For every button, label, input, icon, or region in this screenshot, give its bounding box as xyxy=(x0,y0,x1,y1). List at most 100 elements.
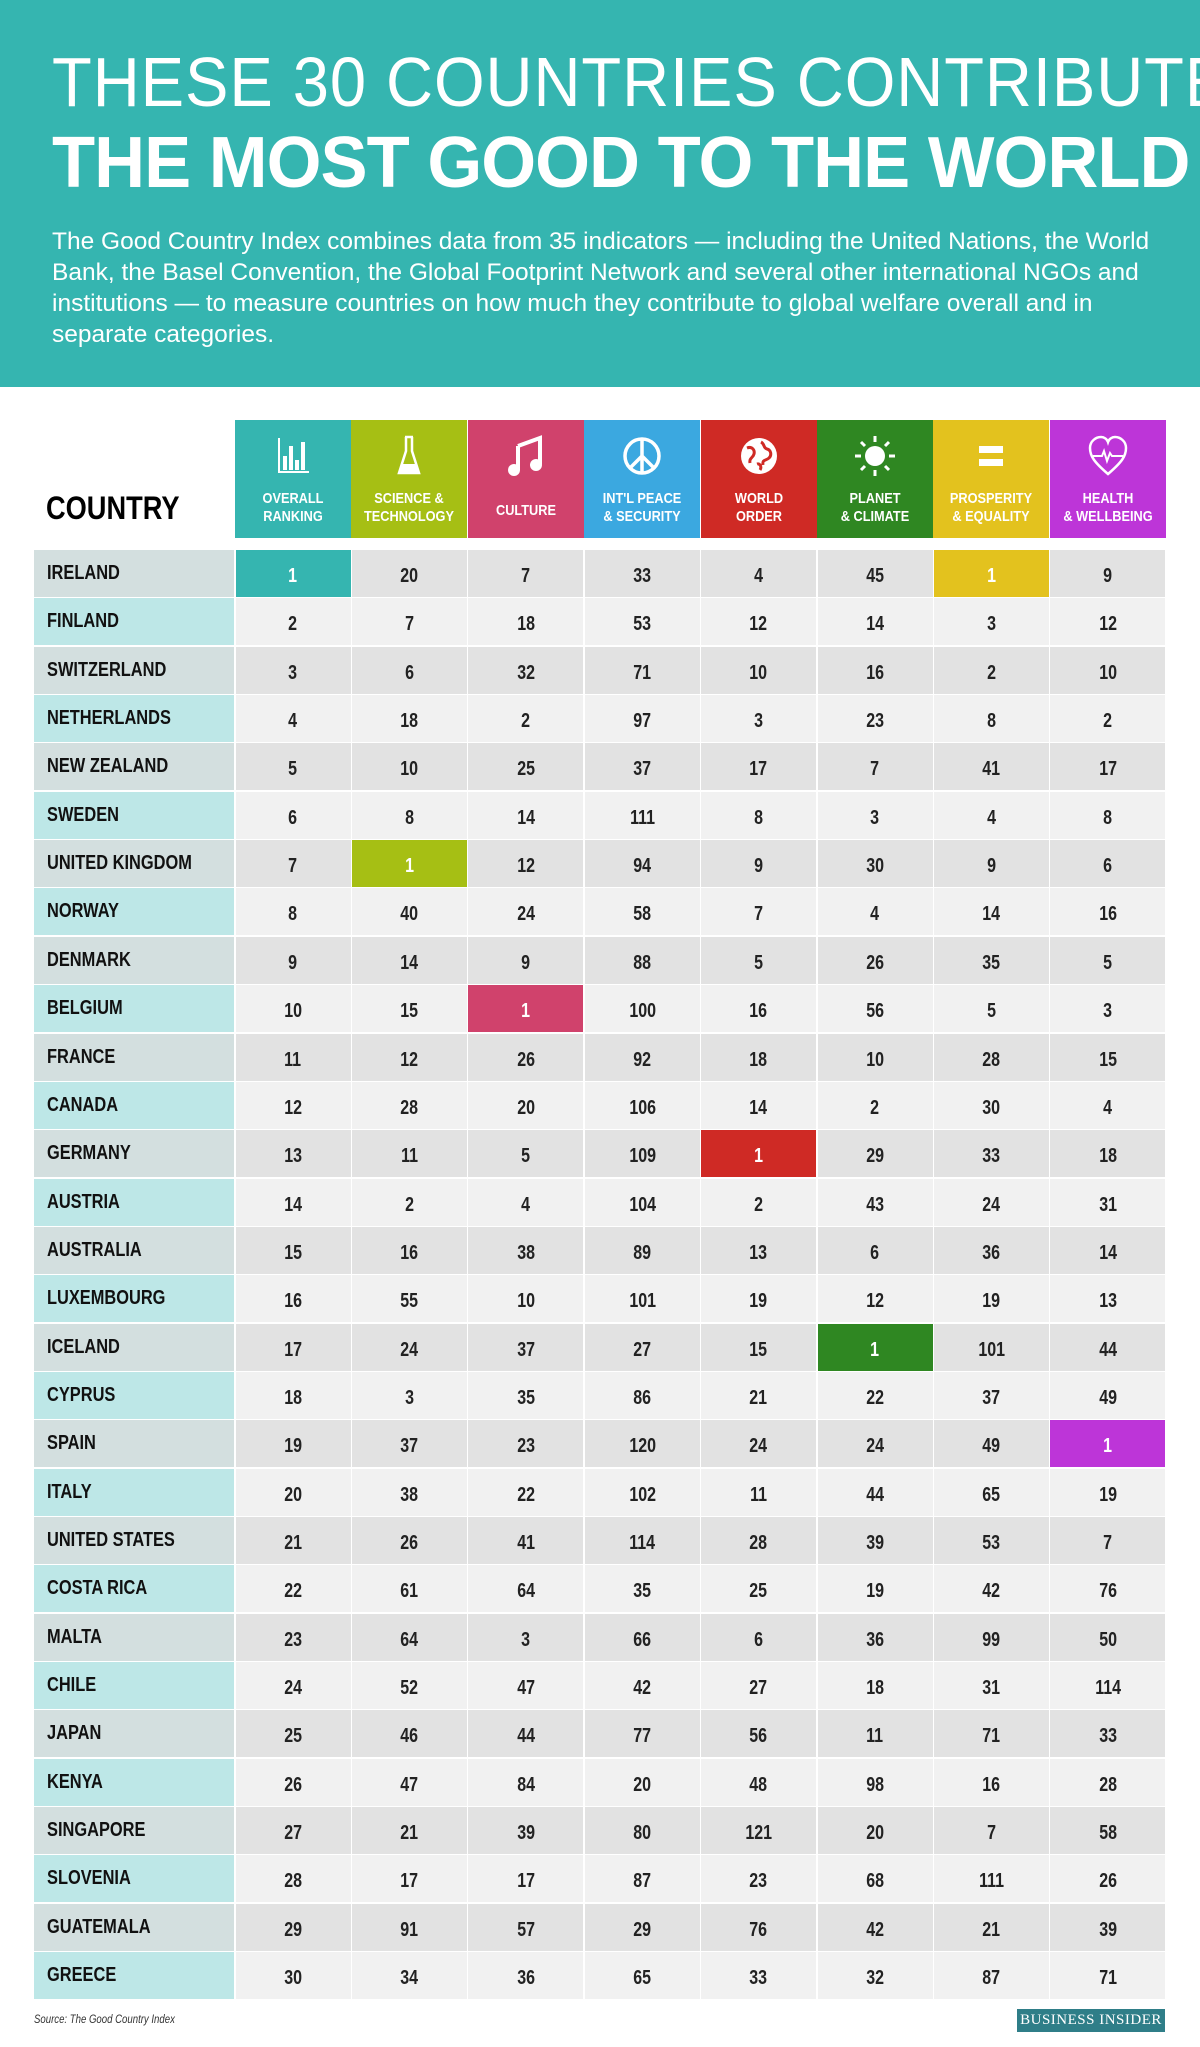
rank-cell: 10 xyxy=(1050,646,1166,694)
rank-cell: 10 xyxy=(351,743,467,791)
rank-cell: 5 xyxy=(933,985,1049,1033)
rank-cell: 30 xyxy=(235,1952,351,2000)
rank-cell: 19 xyxy=(235,1420,351,1468)
rank-cell: 49 xyxy=(933,1420,1049,1468)
rank-cell: 2 xyxy=(235,598,351,646)
rank-cell: 9 xyxy=(235,936,351,984)
column-label: CULTURE xyxy=(495,502,556,519)
globe-icon xyxy=(740,438,777,474)
rank-cell-top: 1 xyxy=(817,1323,933,1371)
rank-cell: 8 xyxy=(933,695,1049,743)
rank-cell: 31 xyxy=(1050,1178,1166,1226)
rank-cell: 22 xyxy=(468,1468,584,1516)
rank-cell: 26 xyxy=(468,1033,584,1081)
sun-icon xyxy=(855,436,895,476)
rank-cell: 14 xyxy=(351,936,467,984)
rank-cell: 36 xyxy=(468,1952,584,2000)
rank-cell: 37 xyxy=(584,743,700,791)
rank-cell: 18 xyxy=(701,1033,817,1081)
rank-cell: 24 xyxy=(817,1420,933,1468)
rank-cell: 22 xyxy=(235,1565,351,1613)
rank-cell: 8 xyxy=(235,888,351,936)
table-row: CYPRUS 18 3 35 86 21 22 37 49 xyxy=(34,1371,1166,1419)
peace-icon xyxy=(623,437,661,475)
rank-cell: 49 xyxy=(1050,1371,1166,1419)
rank-cell: 28 xyxy=(235,1855,351,1903)
column-label: OVERALL RANKING xyxy=(262,490,324,525)
rank-cell: 15 xyxy=(701,1323,817,1371)
rank-cell: 111 xyxy=(584,791,700,839)
rank-cell: 7 xyxy=(817,743,933,791)
country-name: SINGAPORE xyxy=(34,1807,234,1855)
rank-cell: 33 xyxy=(701,1952,817,2000)
rank-cell: 89 xyxy=(584,1226,700,1274)
rank-cell: 27 xyxy=(235,1807,351,1855)
rank-cell: 22 xyxy=(817,1371,933,1419)
rank-cell: 20 xyxy=(351,550,467,597)
rank-cell: 4 xyxy=(468,1178,584,1226)
rank-cell: 14 xyxy=(1050,1226,1166,1274)
rank-cell: 9 xyxy=(933,840,1049,888)
table-row: COSTA RICA 22 61 64 35 25 19 42 76 xyxy=(34,1565,1166,1613)
rank-cell: 28 xyxy=(701,1517,817,1564)
column-label: WORLD ORDER xyxy=(734,490,783,525)
table-row: KENYA 26 47 84 20 48 98 16 28 xyxy=(34,1758,1166,1806)
column-header-flask: SCIENCE & TECHNOLOGY xyxy=(351,420,468,538)
rank-cell: 9 xyxy=(701,840,817,888)
column-header-music-note: CULTURE xyxy=(467,420,584,538)
rank-cell: 3 xyxy=(235,646,351,694)
table-row: AUSTRIA 14 2 4 104 2 43 24 31 xyxy=(34,1178,1166,1226)
rank-cell: 21 xyxy=(351,1807,467,1855)
rank-cell: 24 xyxy=(235,1662,351,1710)
rank-cell: 71 xyxy=(1050,1952,1166,2000)
rank-cell: 3 xyxy=(701,695,817,743)
rank-cell: 43 xyxy=(817,1178,933,1226)
rank-cell: 21 xyxy=(701,1371,817,1419)
country-name: BELGIUM xyxy=(34,985,234,1033)
rank-cell: 33 xyxy=(584,550,700,597)
rank-cell: 10 xyxy=(701,646,817,694)
rank-cell: 24 xyxy=(933,1178,1049,1226)
rank-cell: 65 xyxy=(933,1468,1049,1516)
rank-cell: 34 xyxy=(351,1952,467,2000)
rank-cell: 77 xyxy=(584,1710,700,1758)
rank-cell: 88 xyxy=(584,936,700,984)
rank-cell: 30 xyxy=(817,840,933,888)
column-header-globe: WORLD ORDER xyxy=(700,420,817,538)
rank-cell: 2 xyxy=(1050,695,1166,743)
rank-cell: 12 xyxy=(1050,598,1166,646)
rank-cell: 10 xyxy=(817,1033,933,1081)
rank-cell: 16 xyxy=(351,1226,467,1274)
rank-cell: 4 xyxy=(235,695,351,743)
rank-cell: 9 xyxy=(1050,550,1166,597)
rank-cell: 92 xyxy=(584,1033,700,1081)
column-label: INT'L PEACE & SECURITY xyxy=(602,490,682,525)
rank-cell: 3 xyxy=(933,598,1049,646)
rank-cell: 4 xyxy=(701,550,817,597)
rank-cell: 11 xyxy=(351,1130,467,1178)
rank-cell: 47 xyxy=(468,1662,584,1710)
rank-cell: 5 xyxy=(235,743,351,791)
column-label: PROSPERITY & EQUALITY xyxy=(950,490,1033,525)
table-row: SLOVENIA 28 17 17 87 23 68 111 26 xyxy=(34,1855,1166,1903)
rank-cell: 8 xyxy=(351,791,467,839)
rank-cell: 20 xyxy=(817,1807,933,1855)
rank-cell: 32 xyxy=(817,1952,933,2000)
music-note-icon xyxy=(507,435,542,476)
rank-cell: 29 xyxy=(817,1130,933,1178)
rank-cell: 80 xyxy=(584,1807,700,1855)
rank-cell: 6 xyxy=(817,1226,933,1274)
rank-cell-top: 1 xyxy=(351,840,467,888)
table-row: NORWAY 8 40 24 58 7 4 14 16 xyxy=(34,888,1166,936)
rank-cell: 13 xyxy=(701,1226,817,1274)
rank-cell-top: 1 xyxy=(701,1130,817,1178)
column-header-heart: HEALTH & WELLBEING xyxy=(1049,420,1166,538)
rank-cell: 87 xyxy=(933,1952,1049,2000)
rank-cell: 29 xyxy=(584,1903,700,1951)
description: The Good Country Index combines data fro… xyxy=(52,228,1150,348)
rank-cell: 7 xyxy=(235,840,351,888)
rank-cell: 94 xyxy=(584,840,700,888)
rank-cell: 17 xyxy=(351,1855,467,1903)
rank-cell: 15 xyxy=(351,985,467,1033)
rank-cell: 19 xyxy=(933,1275,1049,1323)
